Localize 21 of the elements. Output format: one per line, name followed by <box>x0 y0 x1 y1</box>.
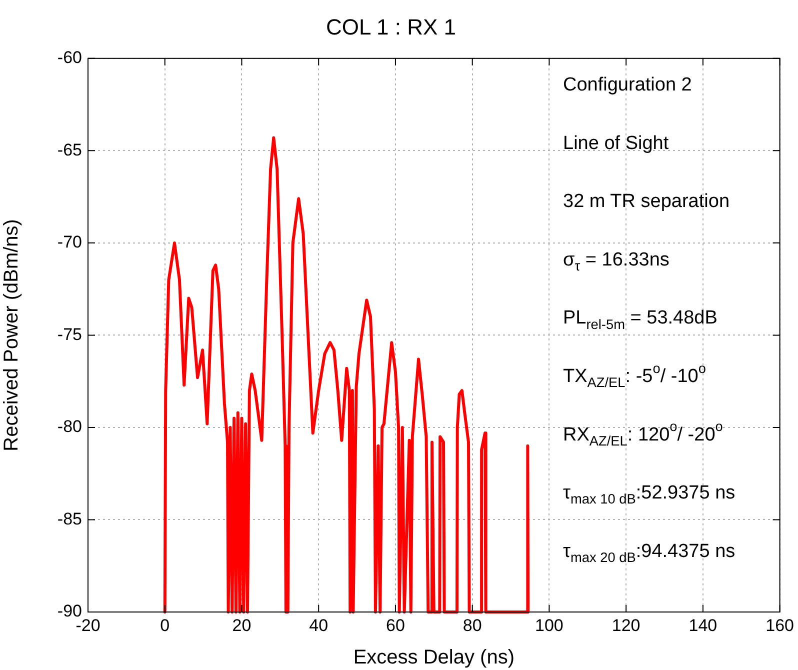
y-tick-label: -65 <box>57 140 82 160</box>
annotation: Configuration 2 <box>563 74 692 96</box>
x-tick-label: 60 <box>386 616 405 635</box>
y-tick-label: -60 <box>57 48 82 68</box>
annotation: Line of Sight <box>563 132 670 154</box>
x-tick-label: 0 <box>160 616 170 635</box>
x-tick-label: 140 <box>688 616 718 635</box>
x-tick-label: 160 <box>766 616 794 635</box>
y-tick-label: -80 <box>57 417 82 436</box>
y-axis-title: Received Power (dBm/ns) <box>0 219 23 452</box>
x-tick-label: 120 <box>612 616 640 635</box>
y-tick-label: -70 <box>57 232 82 252</box>
annotation: 32 m TR separation <box>563 191 730 212</box>
y-tick-label: -85 <box>57 509 82 528</box>
x-tick-label: 40 <box>309 616 328 635</box>
x-tick-label: 100 <box>535 616 564 635</box>
x-tick-label: 80 <box>462 616 482 635</box>
y-tick-label: -75 <box>57 324 82 344</box>
x-axis-title: Excess Delay (ns) <box>353 646 514 669</box>
x-tick-label: 20 <box>232 616 252 635</box>
chart-title: COL 1 : RX 1 <box>326 14 456 40</box>
